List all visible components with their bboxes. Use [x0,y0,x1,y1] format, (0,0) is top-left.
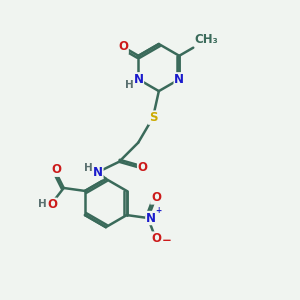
Text: S: S [149,111,157,124]
Text: O: O [47,198,57,211]
Text: N: N [93,166,103,178]
Text: O: O [138,161,148,174]
Text: O: O [151,232,161,245]
Text: H: H [38,199,46,209]
Text: H: H [84,163,93,173]
Text: CH₃: CH₃ [195,33,218,46]
Text: +: + [155,206,161,215]
Text: O: O [51,163,62,176]
Text: N: N [146,212,156,224]
Text: H: H [124,80,134,90]
Text: N: N [134,73,143,86]
Text: O: O [118,40,128,53]
Text: N: N [174,73,184,86]
Text: −: − [162,234,172,247]
Text: O: O [151,191,161,204]
